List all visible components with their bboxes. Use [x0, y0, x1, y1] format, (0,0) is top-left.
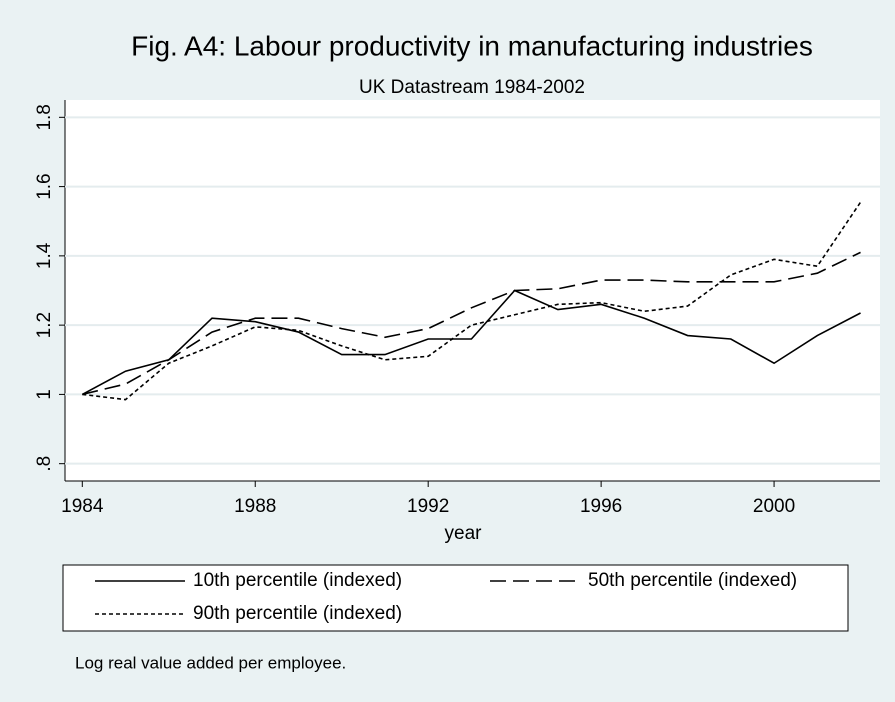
series-line — [82, 251, 861, 396]
x-tick-label: 1996 — [580, 496, 622, 517]
series-line — [81, 289, 861, 396]
y-tick-label: 1.4 — [34, 242, 55, 269]
plot-area — [65, 100, 880, 481]
y-tick-label: 1.8 — [34, 104, 55, 130]
chart-title: Fig. A4: Labour productivity in manufact… — [131, 30, 813, 61]
legend-label: 10th percentile (indexed) — [193, 570, 402, 591]
chart-subtitle: UK Datastream 1984-2002 — [359, 77, 585, 98]
legend-label: 50th percentile (indexed) — [588, 570, 797, 591]
note: Log real value added per employee. — [75, 653, 346, 672]
y-tick-label: 1.2 — [34, 312, 55, 338]
x-tick-label: 2000 — [753, 496, 795, 517]
legend-label: 90th percentile (indexed) — [193, 603, 402, 624]
y-tick-label: 1 — [34, 389, 55, 400]
y-tick-label: .8 — [34, 456, 55, 472]
x-tick-label: 1984 — [61, 496, 104, 517]
x-tick-label: 1988 — [234, 496, 276, 517]
legend-box — [62, 564, 849, 632]
x-tick-label: 1992 — [407, 496, 449, 517]
x-axis-label: year — [445, 523, 483, 544]
y-tick-label: 1.6 — [34, 173, 55, 199]
